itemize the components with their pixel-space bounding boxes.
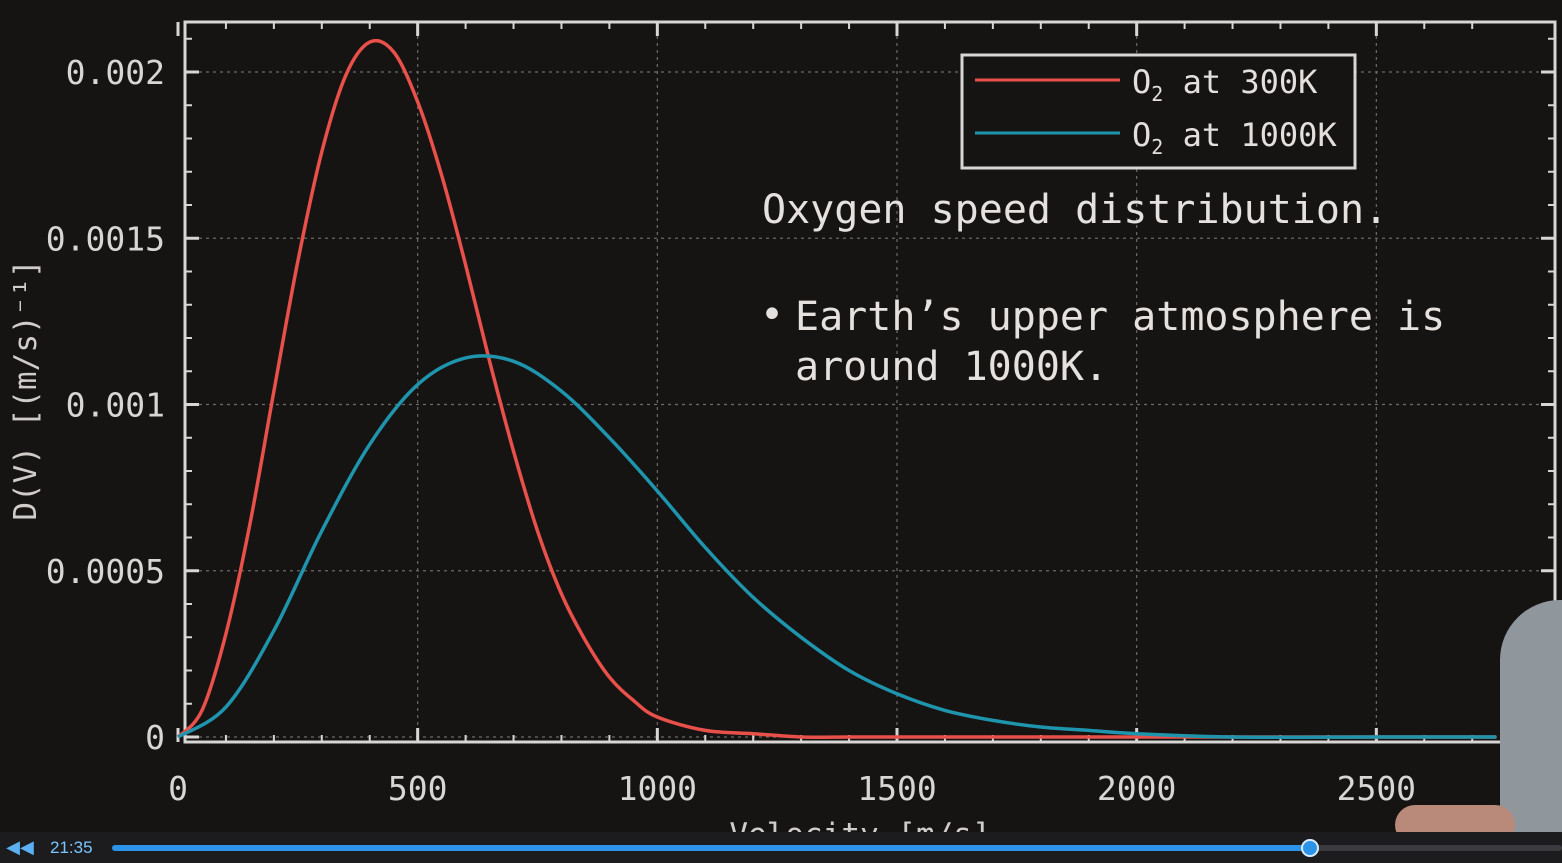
x-tick-label: 500 bbox=[388, 769, 448, 808]
x-tick-label: 2500 bbox=[1337, 769, 1416, 808]
y-tick-label: 0.002 bbox=[66, 53, 165, 92]
y-tick-label: 0.0005 bbox=[46, 552, 165, 591]
progress-handle[interactable] bbox=[1300, 839, 1319, 857]
x-tick-labels: 0 500 1000 1500 2000 2500 bbox=[168, 769, 1416, 808]
annotation-line-1: Earth’s upper atmosphere is bbox=[795, 294, 1445, 340]
x-tick-label: 0 bbox=[168, 769, 188, 808]
x-tick-label: 1000 bbox=[618, 769, 697, 808]
y-tick-label: 0.001 bbox=[66, 386, 165, 425]
x-tick-label: 2000 bbox=[1097, 769, 1176, 808]
series-line-300k bbox=[176, 38, 1497, 740]
plot-frame bbox=[183, 20, 1557, 744]
speed-distribution-chart: 0 0.0005 0.001 0.0015 0.002 0 500 1000 1500 2000… bbox=[8, 20, 1557, 832]
video-controls: ◀◀ 21:35 bbox=[0, 832, 1562, 863]
series-lines bbox=[176, 38, 1497, 740]
annotation-line-2: around 1000K. bbox=[795, 344, 1108, 390]
presenter-shoulder bbox=[1500, 600, 1562, 840]
rewind-icon[interactable]: ◀◀ bbox=[6, 837, 34, 858]
progress-fill bbox=[112, 845, 1310, 851]
series-line-1000k bbox=[177, 354, 1497, 740]
legend-label-1000k: O2 at 1000K bbox=[1132, 116, 1337, 159]
legend: O2 at 300K O2 at 1000K bbox=[960, 53, 1357, 170]
y-tick-label: 0 bbox=[145, 718, 165, 757]
legend-box bbox=[960, 53, 1357, 170]
y-axis-label: D(V) [(m/s)⁻¹] bbox=[8, 259, 44, 520]
x-axis-label: Velocity [m/s] bbox=[729, 817, 990, 832]
minor-ticks bbox=[176, 22, 1555, 742]
y-tick-labels: 0 0.0005 0.001 0.0015 0.002 bbox=[46, 53, 165, 757]
annotation-bullet: • bbox=[760, 292, 784, 338]
timecode: 21:35 bbox=[50, 837, 93, 857]
progress-track[interactable] bbox=[112, 839, 1562, 857]
y-tick-label: 0.0015 bbox=[46, 219, 165, 258]
legend-label-300k: O2 at 300K bbox=[1132, 63, 1318, 106]
x-tick-label: 1500 bbox=[857, 769, 936, 808]
annotation-title: Oxygen speed distribution. bbox=[762, 187, 1388, 233]
